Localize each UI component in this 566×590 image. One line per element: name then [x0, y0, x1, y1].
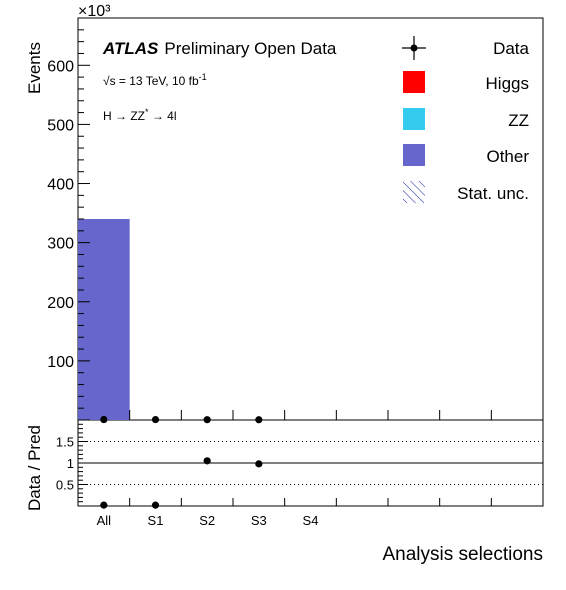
data-point [255, 416, 263, 424]
main-y-ticks: 100 200 300 400 500 600 [47, 17, 90, 421]
svg-text:ZZ: ZZ [508, 111, 529, 130]
svg-text:Stat. unc.: Stat. unc. [457, 184, 529, 203]
y-tick-label: 100 [47, 354, 74, 371]
legend-item-data: Data [402, 36, 530, 60]
y-axis-title: Events [25, 42, 44, 94]
legend-item-stat-unc: Stat. unc. [403, 181, 529, 203]
data-points-layer [100, 415, 263, 424]
process-label: H → ZZ* → 4l [103, 107, 177, 123]
svg-text:Data: Data [493, 39, 529, 58]
y-tick-label: 300 [47, 236, 74, 253]
ratio-tick-label: 1 [67, 456, 74, 471]
y-multiplier: ×10³ [78, 3, 111, 20]
data-point [100, 415, 108, 424]
x-axis-title: Analysis selections [382, 544, 543, 565]
legend-item-zz: ZZ [403, 108, 529, 130]
ratio-tick-label: 1.5 [56, 435, 74, 450]
ratio-points-layer [100, 457, 263, 509]
x-tick-label: S4 [303, 513, 319, 528]
ratio-y-axis-title: Data / Pred [25, 425, 44, 511]
x-ticks: All S1 S2 S3 S4 [97, 410, 492, 528]
svg-text:Other: Other [486, 147, 529, 166]
energy-label: √s = 13 TeV, 10 fb-1 [103, 72, 207, 88]
y-tick-label: 500 [47, 117, 74, 134]
svg-text:Higgs: Higgs [486, 74, 529, 93]
ratio-point [100, 501, 108, 509]
x-tick-label: S3 [251, 513, 267, 528]
legend: Data Higgs ZZ Other Stat. unc. [402, 36, 530, 203]
legend-item-other: Other [403, 144, 529, 166]
atlas-bold-text: ATLAS [102, 39, 159, 58]
y-tick-label: 400 [47, 177, 74, 194]
bar-other-all [78, 219, 130, 420]
data-point [203, 416, 211, 424]
x-tick-label: All [97, 513, 112, 528]
ratio-point [151, 501, 160, 509]
ratio-point [203, 457, 211, 465]
ratio-tick-label: 0.5 [56, 478, 74, 493]
x-tick-label: S2 [199, 513, 215, 528]
atlas-label: ATLAS Preliminary Open Data [102, 39, 337, 58]
x-tick-label: S1 [148, 513, 164, 528]
y-tick-label: 600 [47, 58, 74, 75]
ratio-y-ticks: 0.5 1 1.5 [56, 423, 543, 503]
data-point [151, 415, 160, 424]
bars-layer [78, 219, 130, 420]
legend-item-higgs: Higgs [403, 71, 529, 93]
y-tick-label: 200 [47, 295, 74, 312]
atlas-rest-text: Preliminary Open Data [164, 39, 337, 58]
ratio-point [255, 460, 263, 468]
